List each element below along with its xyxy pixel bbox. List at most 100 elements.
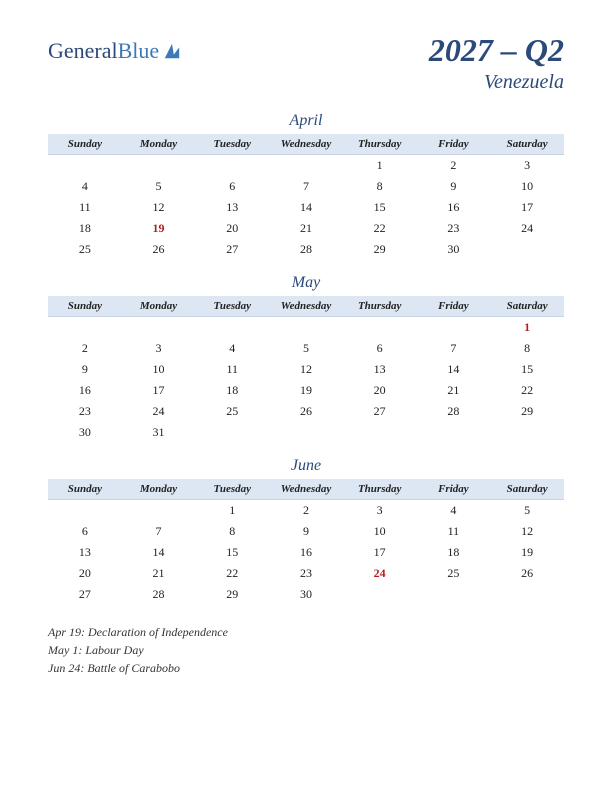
- calendar-day: [269, 317, 343, 339]
- calendar-day: 29: [195, 584, 269, 605]
- month-block: AprilSundayMondayTuesdayWednesdayThursda…: [48, 112, 564, 260]
- calendar-day: 3: [122, 338, 196, 359]
- calendar-day: [48, 155, 122, 177]
- calendar-day: 25: [417, 563, 491, 584]
- calendar-day: 7: [417, 338, 491, 359]
- calendar-day: 18: [417, 542, 491, 563]
- weekday-header: Saturday: [490, 296, 564, 317]
- weekday-header: Wednesday: [269, 296, 343, 317]
- calendar-day: 7: [122, 521, 196, 542]
- calendar-table: SundayMondayTuesdayWednesdayThursdayFrid…: [48, 479, 564, 605]
- weekday-header: Wednesday: [269, 134, 343, 155]
- weekday-header: Friday: [417, 134, 491, 155]
- calendar-day: 25: [48, 239, 122, 260]
- month-name: April: [48, 112, 564, 130]
- title-block: 2027 – Q2 Venezuela: [429, 32, 564, 94]
- weekday-header: Monday: [122, 134, 196, 155]
- calendar-day: [195, 317, 269, 339]
- calendar-day: 25: [195, 401, 269, 422]
- calendar-day: [195, 155, 269, 177]
- country-title: Venezuela: [429, 71, 564, 94]
- quarter-title: 2027 – Q2: [429, 32, 564, 69]
- logo-text-2: Blue: [118, 38, 160, 63]
- calendar-day: 12: [490, 521, 564, 542]
- calendar-day: 1: [490, 317, 564, 339]
- calendar-day: 26: [269, 401, 343, 422]
- month-block: June SundayMondayTuesdayWednesdayThursday…: [48, 457, 564, 605]
- calendar-day: 26: [490, 563, 564, 584]
- calendar-table: SundayMondayTuesdayWednesdayThursdayFrid…: [48, 296, 564, 443]
- calendar-day: [48, 500, 122, 522]
- calendar-day: 21: [122, 563, 196, 584]
- calendar-day: [122, 317, 196, 339]
- holiday-entry: May 1: Labour Day: [48, 641, 564, 659]
- calendar-day: [48, 317, 122, 339]
- calendar-day: 28: [417, 401, 491, 422]
- calendar-day: 5: [269, 338, 343, 359]
- calendar-day: 11: [417, 521, 491, 542]
- weekday-header: Thursday: [343, 296, 417, 317]
- calendar-day: 8: [490, 338, 564, 359]
- calendar-day: 20: [343, 380, 417, 401]
- calendar-day: 13: [48, 542, 122, 563]
- calendar-day: 22: [195, 563, 269, 584]
- month-name: May: [48, 274, 564, 292]
- weekday-header: Monday: [122, 296, 196, 317]
- calendar-day: 21: [269, 218, 343, 239]
- calendar-day: 29: [490, 401, 564, 422]
- calendar-day: 30: [48, 422, 122, 443]
- calendar-day: 9: [417, 176, 491, 197]
- calendar-day: 4: [417, 500, 491, 522]
- calendar-day: 23: [269, 563, 343, 584]
- calendar-day: 6: [343, 338, 417, 359]
- logo-text-1: General: [48, 38, 118, 63]
- calendar-day: 24: [122, 401, 196, 422]
- month-name: June: [48, 457, 564, 475]
- calendar-day: [417, 584, 491, 605]
- calendar-day: 14: [417, 359, 491, 380]
- calendar-day: 8: [195, 521, 269, 542]
- calendar-day: 20: [195, 218, 269, 239]
- calendar-day: 14: [122, 542, 196, 563]
- calendar-day: [343, 317, 417, 339]
- holiday-list: Apr 19: Declaration of IndependenceMay 1…: [48, 623, 564, 677]
- weekday-header: Sunday: [48, 134, 122, 155]
- calendar-day: 10: [490, 176, 564, 197]
- logo-icon: [163, 42, 181, 60]
- calendar-day: 16: [48, 380, 122, 401]
- calendar-day: [490, 239, 564, 260]
- calendar-day: 3: [490, 155, 564, 177]
- calendar-day: 12: [122, 197, 196, 218]
- calendar-day: 27: [343, 401, 417, 422]
- calendar-day: 24: [343, 563, 417, 584]
- calendar-day: 15: [490, 359, 564, 380]
- calendar-day: 18: [195, 380, 269, 401]
- calendar-day: [343, 422, 417, 443]
- calendar-day: 18: [48, 218, 122, 239]
- calendar-day: 16: [269, 542, 343, 563]
- calendar-day: 7: [269, 176, 343, 197]
- holiday-entry: Jun 24: Battle of Carabobo: [48, 659, 564, 677]
- calendar-day: 16: [417, 197, 491, 218]
- calendar-day: 10: [122, 359, 196, 380]
- calendar-day: 15: [195, 542, 269, 563]
- weekday-header: Tuesday: [195, 296, 269, 317]
- weekday-header: Sunday: [48, 479, 122, 500]
- weekday-header: Saturday: [490, 134, 564, 155]
- calendar-day: 28: [122, 584, 196, 605]
- calendars-container: AprilSundayMondayTuesdayWednesdayThursda…: [48, 112, 564, 605]
- calendar-day: 3: [343, 500, 417, 522]
- calendar-day: [269, 422, 343, 443]
- calendar-day: 12: [269, 359, 343, 380]
- calendar-day: 1: [195, 500, 269, 522]
- calendar-day: 19: [490, 542, 564, 563]
- calendar-day: 11: [48, 197, 122, 218]
- calendar-day: 24: [490, 218, 564, 239]
- calendar-day: 14: [269, 197, 343, 218]
- calendar-day: 17: [122, 380, 196, 401]
- calendar-day: 5: [490, 500, 564, 522]
- calendar-day: 17: [343, 542, 417, 563]
- calendar-day: 11: [195, 359, 269, 380]
- calendar-day: [490, 422, 564, 443]
- calendar-day: [195, 422, 269, 443]
